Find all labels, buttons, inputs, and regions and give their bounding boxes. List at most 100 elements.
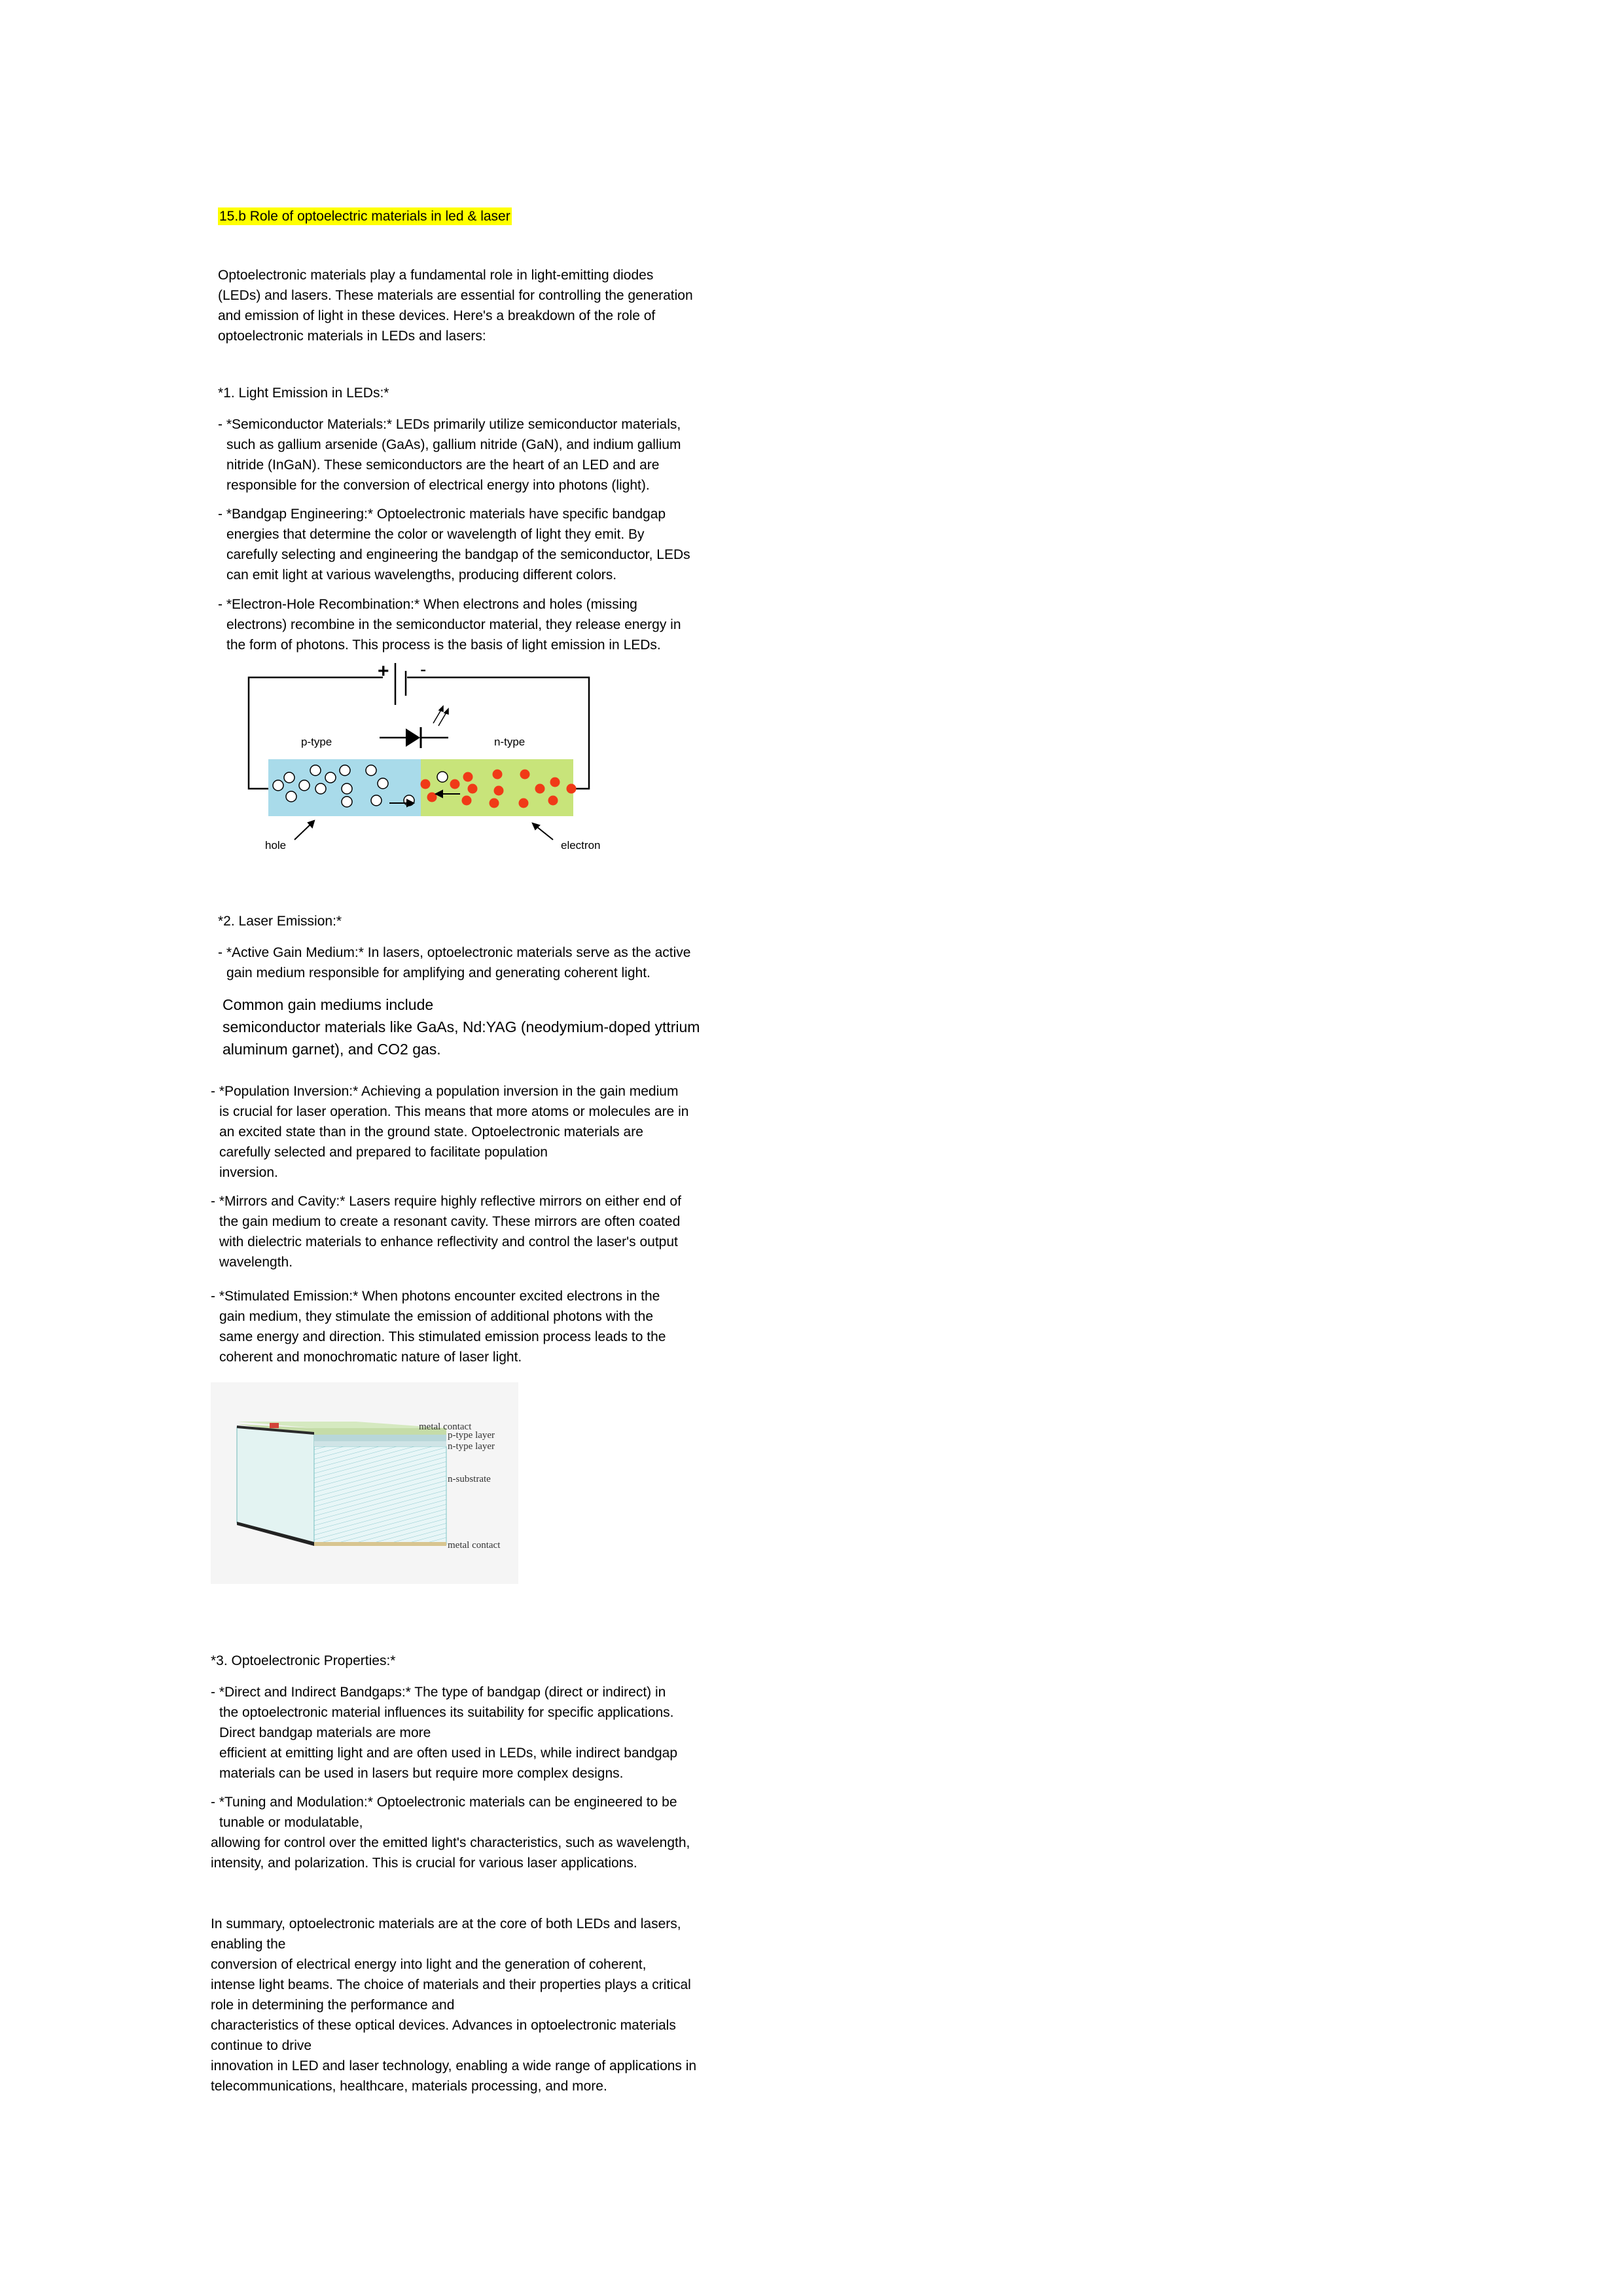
text-line: nitride (InGaN). These semiconductors ar… <box>226 457 660 473</box>
hole-dot <box>283 772 295 783</box>
text-line: - *Semiconductor Materials:* LEDs primar… <box>218 417 681 432</box>
metal-contact-top-layer <box>237 1422 446 1428</box>
hole-dot <box>341 796 353 808</box>
electron-dot <box>467 783 478 794</box>
text-line: energies that determine the color or wav… <box>226 527 645 542</box>
text-line: characteristics of these optical devices… <box>211 2018 676 2033</box>
text-line: allowing for control over the emitted li… <box>211 1835 690 1850</box>
text-line: gain medium, they stimulate the emission… <box>219 1309 654 1324</box>
led-pn-junction-diagram: + - p-type n-type <box>247 659 600 852</box>
electron-dot <box>420 779 431 789</box>
active-region-strip <box>314 1441 446 1446</box>
bullet-tuning-and-modulation: - *Tuning and Modulation:* Optoelectroni… <box>211 1792 721 1873</box>
text-line: - *Tuning and Modulation:* Optoelectroni… <box>211 1795 677 1810</box>
hole-dot <box>370 795 382 806</box>
hole-motion-arrow-icon <box>389 798 416 808</box>
front-bottom-edge <box>237 1522 314 1546</box>
metal-contact-bottom-label: metal contact <box>448 1540 501 1551</box>
bullet-population-inversion: - *Population Inversion:* Achieving a po… <box>211 1081 721 1183</box>
p-type-layer-strip <box>237 1424 446 1435</box>
section-2-heading: *2. Laser Emission:* <box>218 914 342 929</box>
text-line: the form of photons. This process is the… <box>226 637 661 653</box>
text-line: Direct bandgap materials are more <box>219 1725 431 1740</box>
electron-dot <box>520 769 530 780</box>
text-line: aluminum garnet), and CO2 gas. <box>223 1041 441 1058</box>
bullet-stimulated-emission: - *Stimulated Emission:* When photons en… <box>211 1286 721 1367</box>
text-line: telecommunications, healthcare, material… <box>211 2079 607 2094</box>
summary-paragraph: In summary, optoelectronic materials are… <box>211 1914 721 2096</box>
text-line: carefully selected and prepared to facil… <box>219 1145 548 1160</box>
section-3-heading: *3. Optoelectronic Properties:* <box>211 1653 396 1668</box>
text-line: enabling the <box>211 1937 286 1952</box>
hole-dot <box>341 783 353 795</box>
electron-dot <box>535 783 545 794</box>
electron-dot <box>461 795 472 806</box>
electron-dot <box>566 783 577 794</box>
text-line: - *Active Gain Medium:* In lasers, optoe… <box>218 945 691 960</box>
text-line: electrons) recombine in the semiconducto… <box>226 617 681 632</box>
text-line: - *Mirrors and Cavity:* Lasers require h… <box>211 1194 681 1209</box>
bullet-electron-hole-recombination: - *Electron-Hole Recombination:* When el… <box>218 594 715 655</box>
hole-dot <box>339 764 351 776</box>
bullet-mirrors-and-cavity: - *Mirrors and Cavity:* Lasers require h… <box>211 1191 721 1272</box>
hole-dot <box>365 764 377 776</box>
hole-dot <box>437 771 448 783</box>
text-line: intensity, and polarization. This is cru… <box>211 1856 637 1871</box>
electrons-group <box>420 769 577 808</box>
text-line: can emit light at various wavelengths, p… <box>226 567 617 583</box>
text-line: role in determining the performance and <box>211 1998 455 2013</box>
text-line: inversion. <box>219 1165 278 1180</box>
text-line: materials can be used in lasers but requ… <box>219 1766 624 1781</box>
text-line: the gain medium to create a resonant cav… <box>219 1214 681 1229</box>
text-line: - *Bandgap Engineering:* Optoelectronic … <box>218 507 666 522</box>
emission-stripe <box>270 1423 279 1428</box>
electron-motion-arrow-icon <box>434 789 460 798</box>
text-line: (LEDs) and lasers. These materials are e… <box>218 288 693 303</box>
text-line: carefully selecting and engineering the … <box>226 547 690 562</box>
text-line: - *Population Inversion:* Achieving a po… <box>211 1084 679 1099</box>
n-type-layer-strip <box>314 1435 446 1441</box>
electron-dot <box>450 779 460 789</box>
hole-dot <box>310 764 321 776</box>
electron-pointer-arrow-icon <box>531 822 554 840</box>
text-line: wavelength. <box>219 1255 293 1270</box>
electron-dot <box>492 769 503 780</box>
text-line: gain medium responsible for amplifying a… <box>226 965 651 980</box>
text-line: conversion of electrical energy into lig… <box>211 1957 647 1972</box>
electron-dot <box>550 777 560 787</box>
text-line: - *Stimulated Emission:* When photons en… <box>211 1289 660 1304</box>
text-line: is crucial for laser operation. This mea… <box>219 1104 689 1119</box>
n-type-layer-label: n-type layer <box>448 1441 495 1452</box>
text-line: responsible for the conversion of electr… <box>226 478 650 493</box>
text-line: - *Electron-Hole Recombination:* When el… <box>218 597 637 612</box>
bullet-active-gain-medium: - *Active Gain Medium:* In lasers, optoe… <box>218 942 715 983</box>
text-line: intense light beams. The choice of mater… <box>211 1977 691 1992</box>
plus-sign: + <box>378 660 389 682</box>
page-title: 15.b Role of optoelectric materials in l… <box>218 206 512 226</box>
text-line: Common gain mediums include <box>223 996 434 1013</box>
text-line: efficient at emitting light and are ofte… <box>219 1746 678 1761</box>
electron-dot <box>518 798 529 808</box>
circuit-wire-right <box>407 676 590 790</box>
hole-dot <box>298 780 310 791</box>
holes-group <box>272 764 448 808</box>
metal-contact-bottom-layer <box>314 1542 446 1546</box>
text-line: the optoelectronic material influences i… <box>219 1705 674 1720</box>
electron-dot <box>427 792 437 802</box>
hole-dot <box>377 778 389 789</box>
text-line: such as gallium arsenide (GaAs), gallium… <box>226 437 681 452</box>
bullet-bandgap-engineering: - *Bandgap Engineering:* Optoelectronic … <box>218 504 715 585</box>
electron-dot <box>489 798 499 808</box>
text-line: optoelectronic materials in LEDs and las… <box>218 329 486 344</box>
common-gain-mediums-paragraph: Common gain mediums include semiconducto… <box>223 994 720 1060</box>
bullet-semiconductor-materials: - *Semiconductor Materials:* LEDs primar… <box>218 414 715 495</box>
text-line: innovation in LED and laser technology, … <box>211 2058 697 2073</box>
hole-pointer-arrow-icon <box>294 819 315 840</box>
intro-paragraph: Optoelectronic materials play a fundamen… <box>218 265 715 346</box>
text-line: an excited state than in the ground stat… <box>219 1124 643 1139</box>
front-top-edge <box>237 1426 314 1435</box>
circuit-wire-left <box>247 676 383 790</box>
text-line: - *Direct and Indirect Bandgaps:* The ty… <box>211 1685 666 1700</box>
text-line: continue to drive <box>211 2038 312 2053</box>
